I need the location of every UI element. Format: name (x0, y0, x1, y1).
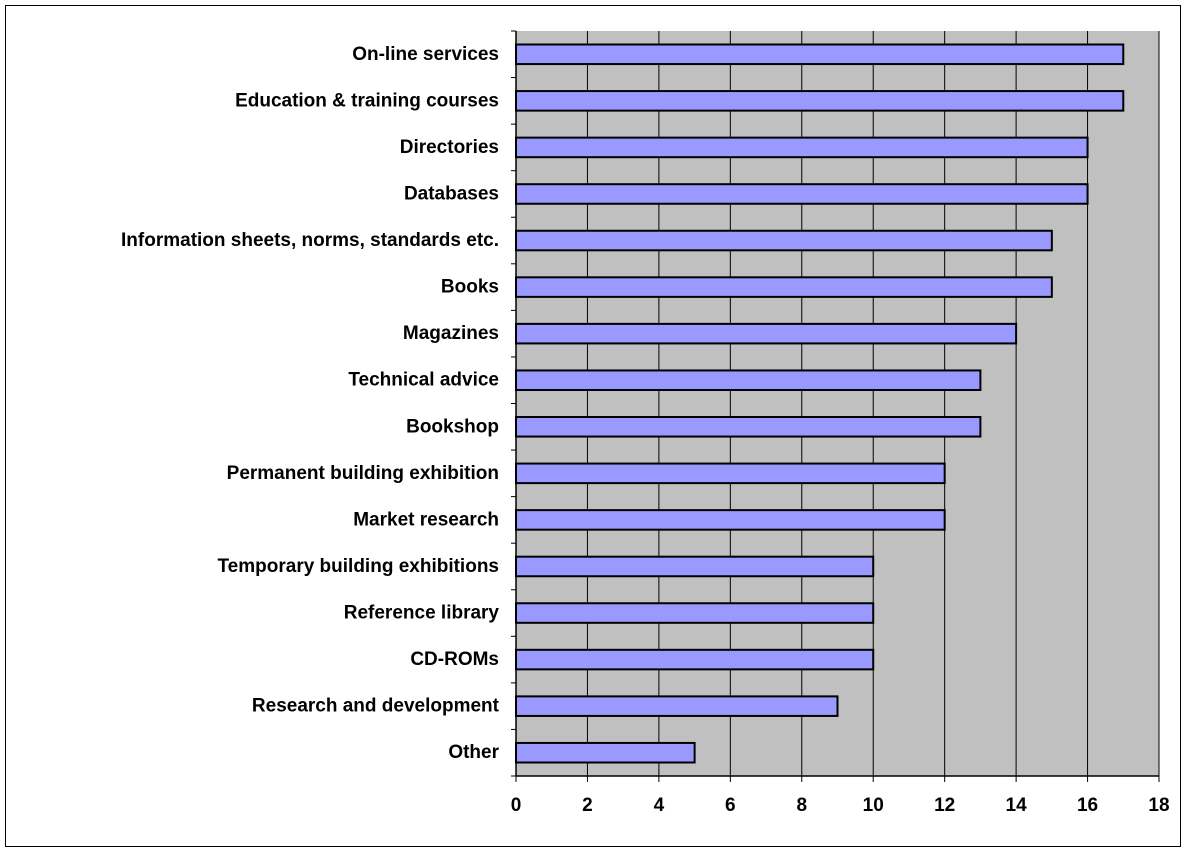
bar-11 (515, 555, 875, 578)
category-label-12: Reference library (344, 603, 500, 624)
category-label-2: Directories (400, 137, 499, 158)
category-label-5: Books (441, 277, 499, 298)
x-tick-label-6: 6 (725, 795, 736, 816)
bar-10 (515, 509, 946, 531)
bar-3 (515, 183, 1089, 205)
x-tick-label-0: 0 (511, 795, 522, 816)
x-tick-label-14: 14 (1006, 795, 1028, 816)
bar-12 (515, 602, 875, 624)
bar-9 (515, 462, 946, 485)
x-tick-label-2: 2 (582, 795, 593, 816)
bar-7 (515, 369, 982, 391)
x-tick-label-12: 12 (934, 795, 955, 816)
bar-13 (515, 648, 875, 671)
bars (515, 43, 1125, 764)
category-label-10: Market research (353, 509, 499, 530)
category-label-15: Other (448, 742, 499, 763)
x-tick-label-10: 10 (863, 795, 884, 816)
bar-15 (515, 741, 696, 764)
category-label-3: Databases (404, 183, 499, 204)
x-tick-labels: 0 2 4 6 8 10 12 14 16 18 (511, 795, 1170, 816)
category-label-13: CD-ROMs (410, 649, 499, 670)
category-label-4: Information sheets, norms, standards etc… (121, 230, 499, 251)
bar-14 (515, 695, 839, 717)
x-tick-label-18: 18 (1148, 795, 1169, 816)
category-label-7: Technical advice (348, 370, 499, 391)
category-label-9: Permanent building exhibition (227, 463, 499, 484)
bar-2 (515, 136, 1089, 159)
bar-8 (515, 416, 982, 438)
x-tick-label-8: 8 (796, 795, 807, 816)
category-label-6: Magazines (403, 323, 499, 344)
x-tick-label-16: 16 (1077, 795, 1098, 816)
category-label-11: Temporary building exhibitions (217, 556, 499, 577)
category-label-14: Research and development (252, 696, 500, 717)
bar-5 (515, 276, 1053, 298)
category-label-8: Bookshop (406, 416, 499, 437)
category-label-1: Education & training courses (235, 90, 499, 111)
bar-6 (515, 322, 1018, 345)
axes (511, 30, 1160, 782)
bar-4 (515, 229, 1053, 252)
category-label-0: On-line services (352, 44, 499, 65)
x-tick-label-4: 4 (654, 795, 665, 816)
bar-0 (515, 43, 1125, 66)
category-labels: On-line services Education & training cou… (121, 44, 500, 763)
bar-1 (515, 90, 1125, 112)
